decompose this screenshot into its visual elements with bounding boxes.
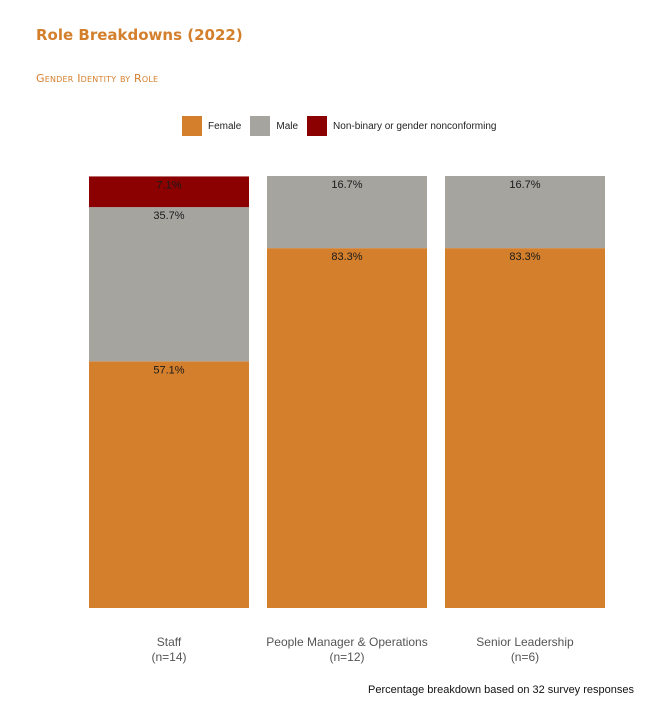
data-label-female-senior-leadership: 83.3%	[509, 251, 540, 263]
bar-segment-male-people-manager-operations	[267, 176, 427, 249]
legend: Female Male Non-binary or gender nonconf…	[182, 116, 505, 136]
data-label-female-people-manager-operations: 83.3%	[331, 251, 362, 263]
data-label-nonbinary-staff: 7.1%	[156, 179, 181, 191]
bar-segment-male-senior-leadership	[445, 176, 605, 249]
data-label-male-senior-leadership: 16.7%	[509, 179, 540, 191]
data-label-male-staff: 35.7%	[153, 210, 184, 222]
category-count-senior-leadership: (n=6)	[511, 650, 539, 664]
category-count-staff: (n=14)	[151, 650, 186, 664]
legend-label-female: Female	[208, 120, 242, 132]
category-label-staff: Staff	[157, 635, 182, 649]
data-label-female-staff: 57.1%	[153, 364, 184, 376]
legend-item-female: Female	[182, 116, 241, 136]
chart-title: Role Breakdowns (2022)	[36, 26, 243, 44]
data-label-male-people-manager-operations: 16.7%	[331, 179, 362, 191]
chart-subtitle: Gender Identity by Role	[36, 72, 159, 85]
legend-swatch-nonbinary	[307, 116, 328, 136]
legend-swatch-female	[182, 116, 202, 136]
legend-swatch-male	[250, 116, 271, 136]
category-label-people-manager-operations: People Manager & Operations	[266, 635, 427, 649]
bar-segment-male-staff	[89, 207, 249, 362]
legend-item-nonbinary: Non-binary or gender nonconforming	[307, 116, 496, 136]
bar-segment-nonbinary-staff	[89, 176, 249, 208]
footnote: Percentage breakdown based on 32 survey …	[367, 684, 634, 696]
category-label-senior-leadership: Senior Leadership	[476, 635, 574, 649]
bar-segment-female-people-manager-operations	[267, 248, 427, 609]
category-count-people-manager-operations: (n=12)	[329, 650, 364, 664]
bar-segment-female-staff	[89, 361, 249, 608]
legend-label-male: Male	[276, 120, 299, 132]
legend-item-male: Male	[250, 116, 298, 136]
bar-segment-female-senior-leadership	[445, 248, 605, 609]
legend-label-nonbinary: Non-binary or gender nonconforming	[333, 120, 497, 132]
